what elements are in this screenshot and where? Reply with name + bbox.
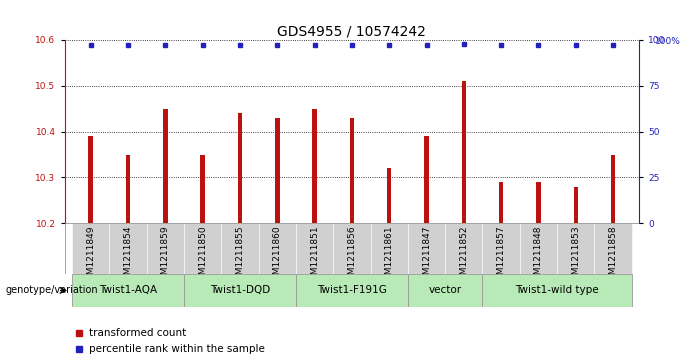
Bar: [296, 223, 333, 274]
Text: Twist1-wild type: Twist1-wild type: [515, 285, 599, 295]
Bar: [275, 118, 279, 223]
Bar: [350, 118, 354, 223]
Title: GDS4955 / 10574242: GDS4955 / 10574242: [277, 25, 426, 39]
Bar: [424, 136, 429, 223]
Bar: [147, 223, 184, 274]
Text: GSM1211853: GSM1211853: [571, 226, 580, 286]
Bar: [483, 223, 520, 274]
Text: Twist1-DQD: Twist1-DQD: [210, 285, 270, 295]
Bar: [258, 223, 296, 274]
Text: vector: vector: [428, 285, 462, 295]
Bar: [109, 223, 147, 274]
Bar: [296, 274, 408, 307]
Text: percentile rank within the sample: percentile rank within the sample: [88, 344, 265, 354]
Bar: [72, 223, 109, 274]
Bar: [499, 182, 503, 223]
Bar: [333, 223, 371, 274]
Bar: [594, 223, 632, 274]
Bar: [445, 223, 483, 274]
Text: transformed count: transformed count: [88, 328, 186, 338]
Text: GSM1211847: GSM1211847: [422, 226, 431, 286]
Text: GSM1211850: GSM1211850: [198, 226, 207, 286]
Bar: [483, 274, 632, 307]
Bar: [520, 223, 557, 274]
Bar: [371, 223, 408, 274]
Bar: [201, 155, 205, 223]
Text: Twist1-F191G: Twist1-F191G: [317, 285, 387, 295]
Bar: [408, 223, 445, 274]
Text: GSM1211855: GSM1211855: [235, 226, 245, 286]
Text: GSM1211861: GSM1211861: [385, 226, 394, 286]
Bar: [573, 187, 578, 223]
Text: 100%: 100%: [655, 37, 680, 46]
Text: GSM1211860: GSM1211860: [273, 226, 282, 286]
Bar: [238, 113, 242, 223]
Text: Twist1-AQA: Twist1-AQA: [99, 285, 157, 295]
Text: genotype/variation: genotype/variation: [5, 285, 98, 295]
Bar: [557, 223, 594, 274]
Text: GSM1211857: GSM1211857: [496, 226, 506, 286]
Text: GSM1211859: GSM1211859: [161, 226, 170, 286]
Text: GSM1211854: GSM1211854: [124, 226, 133, 286]
Text: GSM1211849: GSM1211849: [86, 226, 95, 286]
Bar: [387, 168, 392, 223]
Bar: [72, 274, 184, 307]
Text: GSM1211858: GSM1211858: [609, 226, 617, 286]
Text: GSM1211856: GSM1211856: [347, 226, 356, 286]
Bar: [611, 155, 615, 223]
Text: GSM1211851: GSM1211851: [310, 226, 319, 286]
Bar: [184, 274, 296, 307]
Bar: [408, 274, 483, 307]
Text: GSM1211848: GSM1211848: [534, 226, 543, 286]
Bar: [184, 223, 221, 274]
Bar: [312, 109, 317, 223]
Bar: [88, 136, 93, 223]
Bar: [221, 223, 258, 274]
Bar: [126, 155, 131, 223]
Bar: [163, 109, 167, 223]
Text: GSM1211852: GSM1211852: [459, 226, 469, 286]
Bar: [462, 81, 466, 223]
Bar: [537, 182, 541, 223]
